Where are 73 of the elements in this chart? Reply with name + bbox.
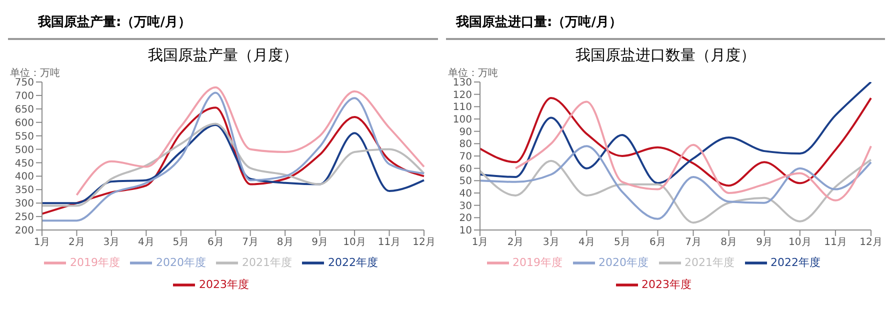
legend-label: 2022年度 — [328, 256, 378, 270]
line-series — [41, 92, 425, 222]
x-tick-label: 8月 — [276, 237, 294, 248]
y-tick-label: 90 — [459, 126, 472, 138]
y-tick-label: 550 — [14, 131, 34, 142]
x-tick-label: 2月 — [68, 237, 85, 248]
x-tick-label: 7月 — [242, 237, 259, 248]
x-tick-label: 10月 — [343, 237, 366, 248]
x-tick-label: 12月 — [860, 237, 882, 248]
x-tick-label: 9月 — [756, 237, 773, 248]
legend-label: 2019年度 — [512, 256, 562, 270]
y-tick-label: 80 — [459, 139, 472, 150]
y-tick-label: 300 — [14, 198, 34, 210]
legend-label: 2023年度 — [642, 278, 692, 292]
y-tick-label: 700 — [14, 91, 34, 102]
y-tick-label: 70 — [459, 152, 472, 163]
x-tick-label: 8月 — [720, 237, 738, 248]
y-tick-label: 600 — [14, 118, 34, 129]
x-tick-label: 5月 — [614, 237, 630, 248]
x-tick-label: 7月 — [685, 237, 702, 248]
y-tick-label: 450 — [14, 158, 34, 170]
y-tick-label: 20 — [459, 213, 472, 224]
x-tick-label: 12月 — [412, 237, 436, 248]
x-tick-label: 9月 — [312, 237, 328, 248]
x-tick-label: 6月 — [650, 237, 666, 248]
line-series — [479, 158, 872, 224]
line-series — [76, 86, 425, 196]
chart-title: 我国原盐进口量:（万吨/月） — [454, 14, 623, 32]
line-series — [41, 106, 425, 215]
y-tick-label: 750 — [14, 78, 34, 89]
line-series — [479, 145, 872, 220]
y-tick-label: 200 — [14, 226, 34, 237]
y-tick-label: 40 — [459, 188, 472, 200]
y-tick-label: 50 — [459, 176, 472, 188]
legend-label: 2020年度 — [156, 256, 206, 270]
y-tick-label: 110 — [452, 102, 472, 114]
legend-label: 2023年度 — [199, 278, 249, 292]
x-tick-label: 10月 — [788, 237, 812, 248]
x-tick-label: 3月 — [542, 237, 560, 248]
legend-label: 2020年度 — [598, 256, 648, 270]
y-tick-label: 30 — [459, 200, 472, 212]
legend-label: 2021年度 — [242, 256, 292, 270]
y-tick-label: 100 — [452, 114, 472, 126]
legend-label: 2022年度 — [770, 256, 820, 270]
x-tick-label: 5月 — [172, 237, 190, 248]
chart-subtitle: 我国原盐进口数量（月度） — [574, 46, 756, 66]
chart-title: 我国原盐产量:（万吨/月） — [36, 14, 192, 32]
x-tick-label: 1月 — [34, 237, 50, 248]
y-tick-label: 350 — [14, 185, 34, 196]
x-tick-label: 3月 — [103, 237, 120, 248]
x-tick-label: 11月 — [378, 237, 401, 248]
legend-label: 2019年度 — [70, 256, 120, 270]
y-tick-label: 60 — [459, 164, 472, 175]
y-axis-title: 单位：万吨 — [448, 66, 498, 79]
x-tick-label: 4月 — [138, 237, 154, 248]
y-tick-label: 250 — [14, 212, 34, 224]
line-series — [514, 100, 872, 202]
line-series — [479, 97, 872, 187]
line-series — [479, 82, 872, 184]
y-tick-label: 500 — [14, 144, 34, 156]
y-tick-label: 120 — [452, 90, 472, 101]
x-tick-label: 1月 — [472, 237, 488, 248]
y-tick-label: 130 — [452, 78, 472, 89]
x-tick-label: 6月 — [207, 237, 224, 248]
y-tick-label: 10 — [459, 226, 472, 237]
x-tick-label: 4月 — [578, 237, 595, 248]
x-tick-label: 2月 — [507, 237, 524, 248]
y-axis-title: 单位：万吨 — [10, 66, 60, 79]
legend-label: 2021年度 — [684, 256, 734, 270]
y-tick-label: 400 — [14, 172, 34, 183]
y-tick-label: 650 — [14, 104, 34, 116]
chart-subtitle: 我国原盐产量（月度） — [147, 46, 299, 66]
x-tick-label: 11月 — [824, 237, 847, 248]
